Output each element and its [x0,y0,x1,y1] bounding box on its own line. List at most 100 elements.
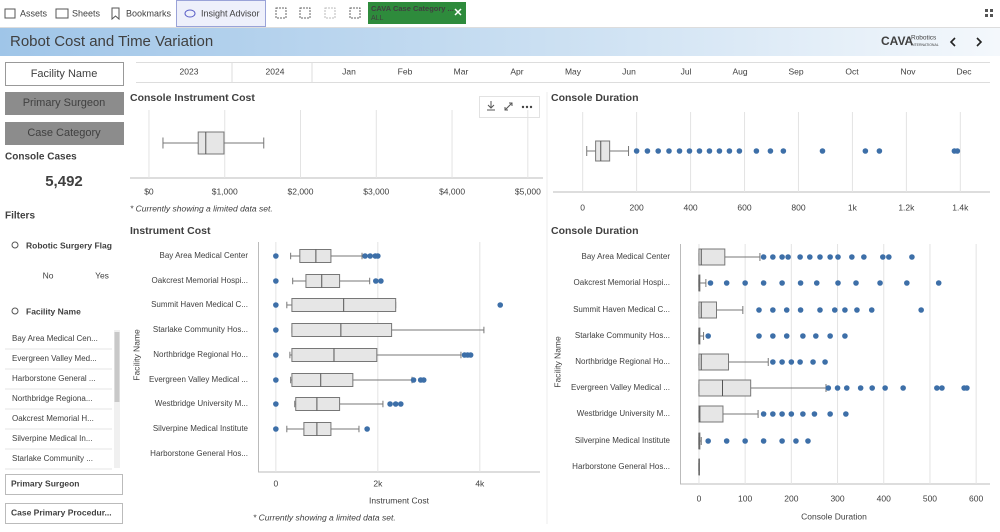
outlier [497,302,504,308]
outlier [788,411,795,417]
surgeon-filter[interactable] [5,474,123,495]
bookmarks-icon[interactable] [111,7,120,21]
timeline-item[interactable]: Apr [510,66,523,76]
lower-whisker [292,277,306,285]
filter-title[interactable]: Case Primary Procedur... [11,507,112,517]
category-label: Silverpine Medical Institute [153,424,249,433]
outlier [785,254,791,260]
x-tick-label: $5,000 [515,186,541,196]
expand-icon[interactable] [504,102,513,111]
smart-search-icon[interactable] [275,7,287,19]
category-label: Harborstone General Hos... [572,462,670,471]
assets-icon[interactable] [4,8,16,19]
y-axis-title: Facility Name [131,329,141,381]
filter-item[interactable]: Starlake Community ... [12,454,93,463]
timeline-item[interactable]: Feb [398,66,413,76]
outlier [861,254,867,260]
box [305,274,341,288]
download-icon[interactable] [487,101,495,111]
outlier [779,411,785,417]
outlier [904,280,910,286]
timeline-item[interactable]: Nov [900,66,916,76]
category-label: Northbridge Regional Ho... [153,350,248,359]
timeline-item[interactable]: Oct [845,66,859,76]
timeline-item[interactable]: Jul [681,66,692,76]
assets-label[interactable]: Assets [20,8,48,18]
timeline-item[interactable]: May [565,66,582,76]
filter-item[interactable]: Harborstone General ... [12,374,96,383]
clear-icon[interactable] [349,7,361,19]
filter-item[interactable]: Silverpine Medical In... [12,434,92,443]
outlier [857,385,864,391]
previous-sheet[interactable] [949,37,956,47]
outlier [813,333,819,339]
category-label: Bay Area Medical Center [160,251,249,260]
search-icon [11,241,19,249]
next-sheet[interactable] [976,37,983,47]
timeline-item[interactable]: Dec [956,66,972,76]
nav-button-label[interactable]: Primary Surgeon [23,97,106,109]
nav-button-label[interactable]: Facility Name [31,68,98,80]
x-tick-label: 200 [630,202,644,212]
x-tick-label: 4k [475,478,485,488]
step-forward-icon[interactable] [324,7,336,19]
filter-item[interactable]: Oakcrest Memorial H... [12,414,94,423]
more-icon[interactable] [521,105,533,109]
filter-item[interactable]: Bay Area Medical Cen... [12,334,98,343]
outlier [842,307,848,313]
selection-chip[interactable] [368,2,466,24]
outlier [676,148,683,154]
scrollbar-thumb[interactable] [114,332,120,402]
timeline-item[interactable]: 2023 [180,66,199,76]
outlier [877,280,883,286]
outlier [723,438,730,444]
selection-field[interactable]: CAVA Case Category ... [371,4,454,13]
title-bar [0,28,1000,56]
outlier [760,254,767,260]
category-button[interactable] [5,122,124,145]
step-back-icon[interactable] [299,7,311,19]
insight-advisor-label[interactable]: Insight Advisor [201,8,260,18]
x-tick-label: 200 [784,493,798,503]
outlier [696,148,703,154]
upper-whisker [352,376,413,384]
timeline-item[interactable]: Sep [788,66,803,76]
surgeon-button[interactable] [5,92,124,115]
procedure-filter[interactable] [5,503,123,524]
timeline-item[interactable]: Jan [342,66,356,76]
timeline-item[interactable]: Mar [454,66,469,76]
bookmarks-label[interactable]: Bookmarks [126,8,172,18]
grid-menu-icon[interactable] [985,9,993,17]
filter-item[interactable]: Evergreen Valley Med... [12,354,97,363]
outlier [934,385,940,391]
selection-value[interactable]: ALL [371,15,384,22]
insight-advisor-button[interactable] [176,0,266,27]
sheets-label[interactable]: Sheets [72,8,101,18]
upper-whisker [699,332,705,340]
timeline-item[interactable]: Jun [622,66,636,76]
box [197,131,225,155]
timeline-item[interactable]: Aug [732,66,747,76]
selection-close[interactable] [454,8,462,16]
filter-option[interactable]: No [43,270,54,280]
y-axis-title: Facility Name [552,336,562,388]
filter-title[interactable]: Primary Surgeon [11,478,80,488]
outlier [770,307,776,313]
outlier [827,254,833,260]
facility-button[interactable] [5,62,124,86]
outlier [723,280,730,286]
sheets-icon[interactable] [55,8,69,19]
outlier [364,426,370,432]
filter-item[interactable]: Northbridge Regiona... [12,394,93,403]
outlier [397,401,404,407]
timeline-item[interactable]: 2024 [266,66,285,76]
lower-whisker [286,425,304,433]
filter-option[interactable]: Yes [95,270,109,280]
box [698,379,752,397]
outlier [964,385,970,391]
outlier [760,280,767,286]
nav-button-label[interactable]: Case Category [27,127,101,139]
logo-line: Robotics [911,35,937,42]
